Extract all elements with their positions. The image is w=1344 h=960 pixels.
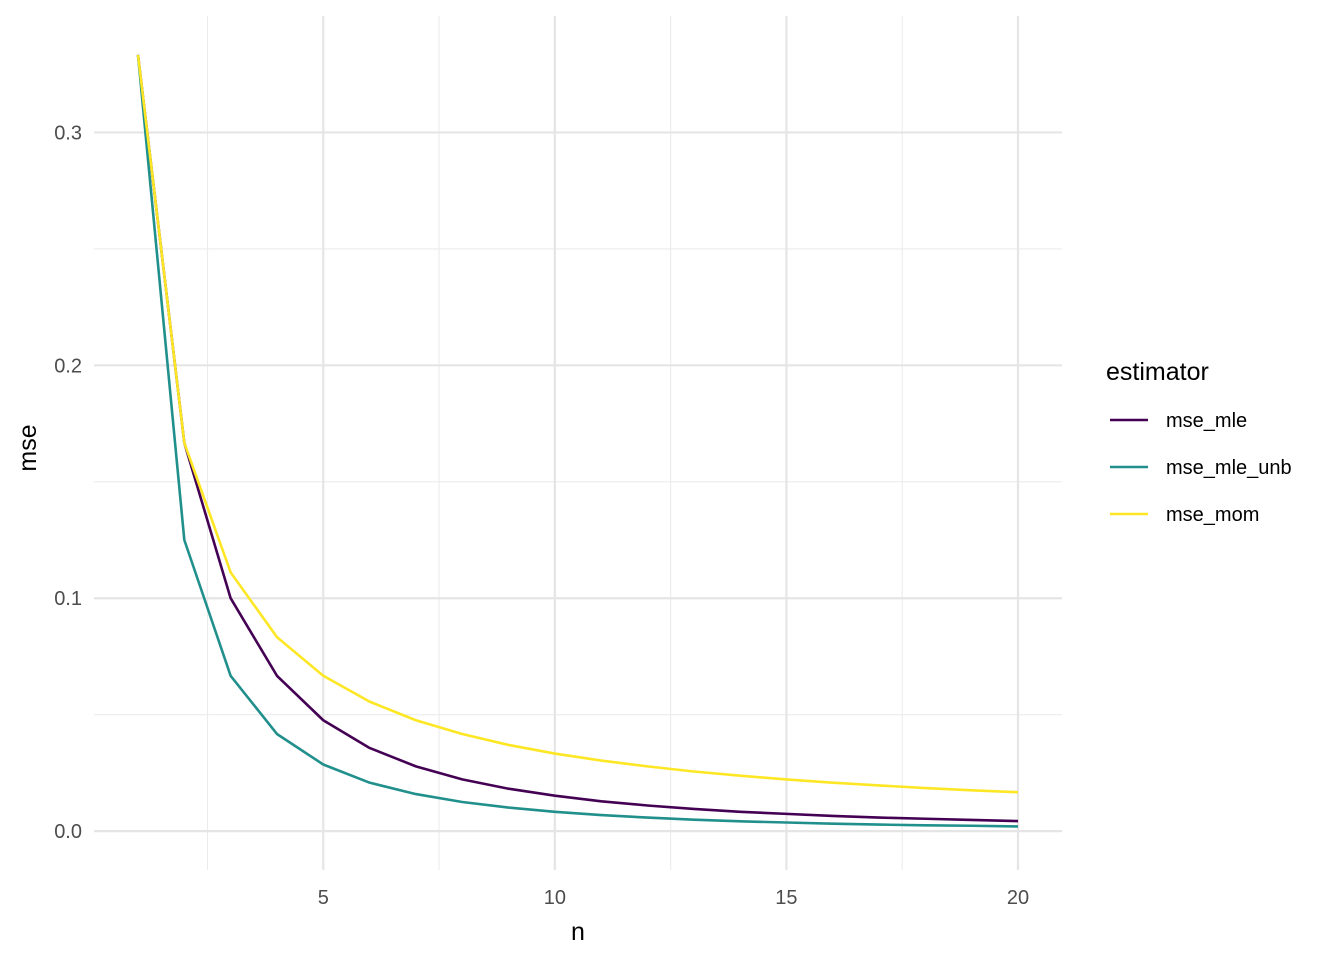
x-tick-label: 10 [544, 887, 566, 909]
series-line-mse-mle [136, 54, 1019, 823]
series-line-mse-mle-unb [136, 54, 1019, 828]
x-tick-label: 15 [775, 887, 797, 909]
series-line-mse-mom [136, 54, 1019, 794]
x-axis-tick-labels: 5 10 15 20 [318, 887, 1029, 909]
y-tick-label: 0.0 [54, 821, 82, 843]
series-lines [136, 54, 1019, 828]
legend-items: mse_mle mse_mle_unb mse_mom [1110, 410, 1292, 526]
minor-gridlines [94, 16, 1062, 870]
legend-label-mse-mom: mse_mom [1166, 504, 1259, 526]
legend-title: estimator [1106, 358, 1209, 386]
y-axis-tick-labels: 0.0 0.1 0.2 0.3 [54, 122, 82, 843]
legend-label-mse-mle-unb: mse_mle_unb [1166, 457, 1292, 479]
x-axis-title: n [571, 918, 585, 946]
y-axis-title: mse [14, 424, 42, 471]
x-tick-label: 5 [318, 887, 329, 909]
major-gridlines [94, 16, 1062, 870]
legend-label-mse-mle: mse_mle [1166, 410, 1247, 432]
legend: estimator mse_mle mse_mle_unb mse_mom [1106, 358, 1292, 526]
x-tick-label: 20 [1007, 887, 1029, 909]
y-tick-label: 0.2 [54, 355, 82, 377]
y-tick-label: 0.1 [54, 588, 82, 610]
y-tick-label: 0.3 [54, 122, 82, 144]
